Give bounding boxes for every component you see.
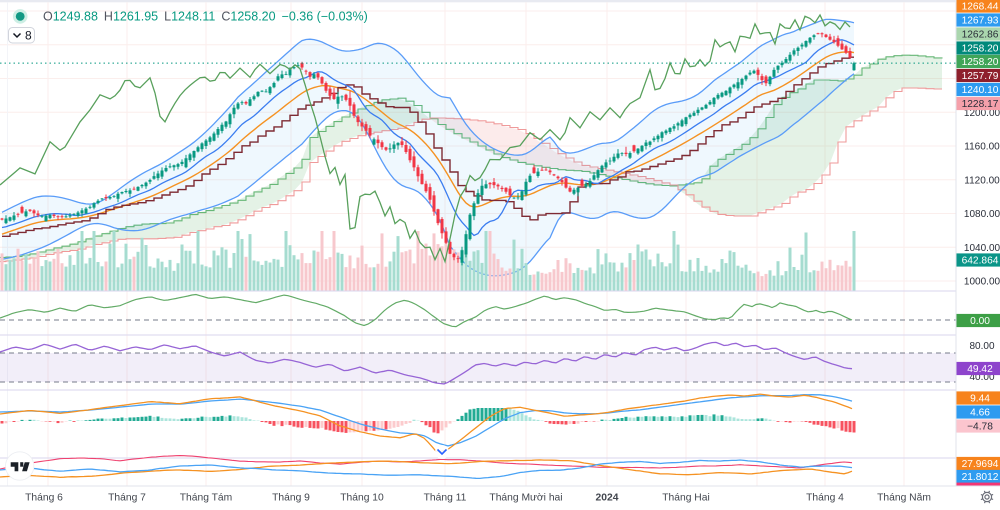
svg-text:Tháng Hai: Tháng Hai xyxy=(662,493,710,504)
svg-text:Tháng 11: Tháng 11 xyxy=(424,493,467,504)
svg-text:27.9694: 27.9694 xyxy=(962,459,999,470)
svg-text:21.8012: 21.8012 xyxy=(962,472,999,483)
svg-text:1262.86: 1262.86 xyxy=(962,30,999,41)
svg-text:1200.00: 1200.00 xyxy=(964,108,1000,119)
svg-text:4.66: 4.66 xyxy=(970,408,990,419)
svg-text:−4.78: −4.78 xyxy=(967,422,993,433)
svg-text:1080.00: 1080.00 xyxy=(964,209,1000,220)
svg-text:1257.79: 1257.79 xyxy=(962,71,999,82)
svg-text:40.00: 40.00 xyxy=(969,372,994,383)
svg-text:Tháng 10: Tháng 10 xyxy=(340,493,384,504)
svg-text:1258.20: 1258.20 xyxy=(962,44,999,55)
svg-text:80.00: 80.00 xyxy=(969,341,994,352)
svg-text:0.00: 0.00 xyxy=(970,316,990,327)
svg-text:1228.17: 1228.17 xyxy=(962,99,999,110)
svg-text:Tháng Mười hai: Tháng Mười hai xyxy=(489,493,562,504)
svg-text:Tháng 9: Tháng 9 xyxy=(272,493,310,504)
svg-text:1040.00: 1040.00 xyxy=(964,243,1000,254)
svg-text:1000.00: 1000.00 xyxy=(964,277,1000,288)
svg-text:642.864: 642.864 xyxy=(962,256,999,267)
svg-text:Tháng 4: Tháng 4 xyxy=(806,493,844,504)
svg-text:49.42: 49.42 xyxy=(967,364,993,375)
svg-text:8: 8 xyxy=(25,29,32,43)
svg-text:1160.00: 1160.00 xyxy=(964,142,1000,153)
svg-text:2024: 2024 xyxy=(596,493,619,504)
svg-text:Tháng Tám: Tháng Tám xyxy=(180,493,232,504)
svg-text:9.44: 9.44 xyxy=(970,394,990,405)
svg-text:1120.00: 1120.00 xyxy=(964,175,1000,186)
svg-text:1267.93: 1267.93 xyxy=(962,16,999,27)
svg-text:1268.44: 1268.44 xyxy=(962,2,999,13)
svg-text:Tháng 7: Tháng 7 xyxy=(108,493,146,504)
svg-text:Tháng Năm: Tháng Năm xyxy=(877,493,931,504)
svg-text:1240.10: 1240.10 xyxy=(962,85,999,96)
svg-text:Tháng 6: Tháng 6 xyxy=(25,493,63,504)
svg-text:1258.20: 1258.20 xyxy=(962,57,999,68)
